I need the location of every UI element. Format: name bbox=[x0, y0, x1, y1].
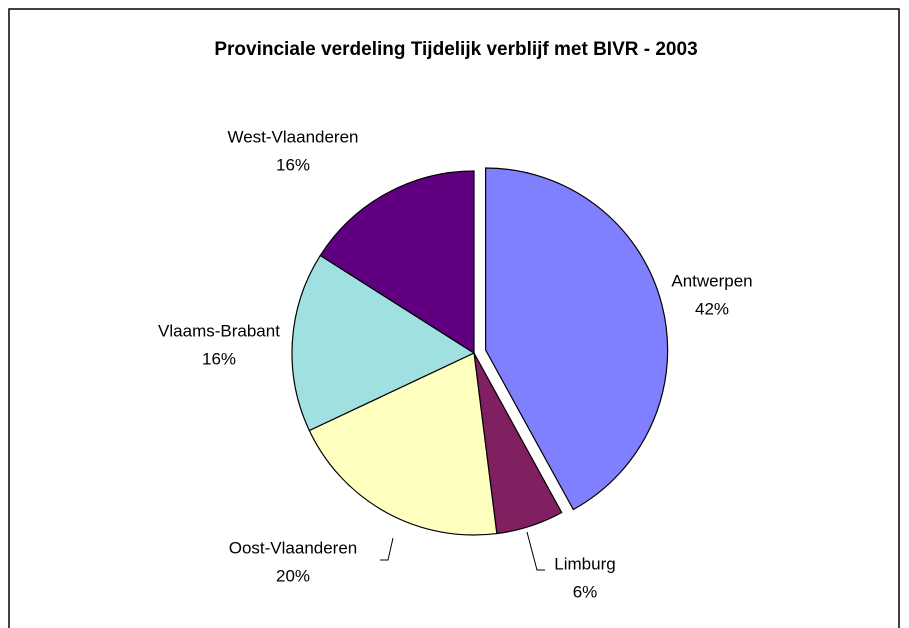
slice-value-label: 16% bbox=[202, 349, 236, 368]
pie-slice bbox=[319, 170, 475, 355]
slice-label: Antwerpen bbox=[671, 271, 752, 290]
slice-label: Vlaams-Brabant bbox=[158, 321, 280, 340]
slice-label: Oost-Vlaanderen bbox=[229, 538, 358, 557]
slice-label: Limburg bbox=[554, 554, 615, 573]
leader-line bbox=[380, 537, 394, 561]
slice-value-label: 6% bbox=[573, 582, 598, 601]
leader-line bbox=[526, 531, 545, 571]
slice-value-label: 16% bbox=[276, 155, 310, 174]
chart-frame bbox=[8, 8, 900, 628]
pie-slice bbox=[485, 167, 669, 511]
slice-label: West-Vlaanderen bbox=[227, 127, 358, 146]
pie-slice bbox=[291, 254, 476, 432]
slice-value-label: 42% bbox=[695, 299, 729, 318]
chart-title: Provinciale verdeling Tijdelijk verblijf… bbox=[214, 39, 697, 60]
pie-slice bbox=[308, 352, 498, 536]
slice-value-label: 20% bbox=[276, 566, 310, 585]
